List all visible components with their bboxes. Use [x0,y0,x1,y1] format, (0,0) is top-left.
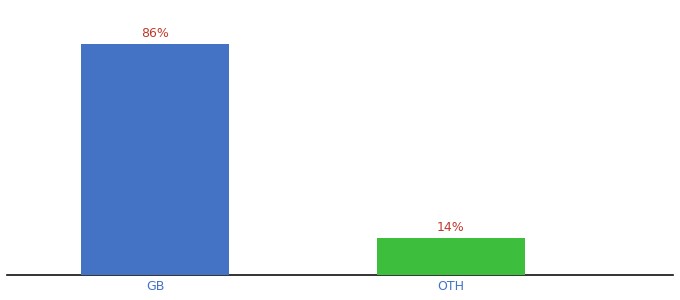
Text: 86%: 86% [141,28,169,40]
Bar [81,44,229,275]
Bar [377,238,525,275]
Text: 14%: 14% [437,220,465,234]
